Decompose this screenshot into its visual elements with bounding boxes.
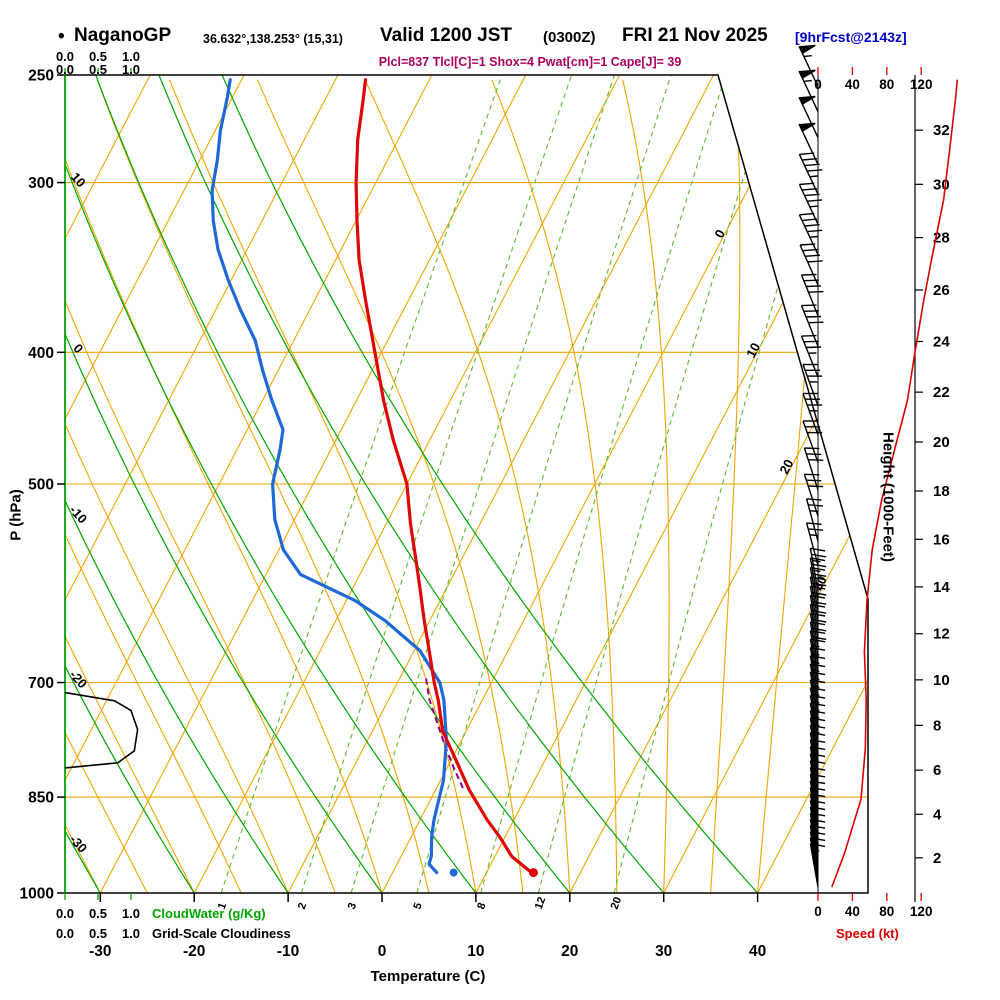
svg-text:10: 10 (467, 943, 484, 960)
svg-text:8: 8 (933, 717, 941, 734)
svg-text:1.0: 1.0 (122, 49, 140, 64)
svg-text:30: 30 (655, 943, 672, 960)
surface-temperature-dot (528, 868, 538, 878)
svg-text:0.5: 0.5 (89, 62, 107, 77)
speed-curve (831, 79, 959, 888)
valid-time: Valid 1200 JST (380, 25, 513, 46)
height-axis-label: Height (1000-Feet) (879, 431, 897, 563)
cloudiness-profile (64, 691, 139, 769)
forecast-tag: [9hrFcst@2143z] (795, 29, 907, 45)
svg-text:-30: -30 (89, 943, 111, 960)
svg-text:120: 120 (910, 904, 933, 919)
svg-text:20: 20 (609, 895, 624, 911)
wind-barbs (798, 44, 827, 888)
svg-text:500: 500 (28, 477, 54, 494)
svg-text:-10: -10 (277, 943, 299, 960)
svg-text:0.0: 0.0 (56, 906, 74, 921)
svg-text:0.5: 0.5 (89, 49, 107, 64)
svg-text:26: 26 (933, 282, 950, 299)
svg-text:850: 850 (28, 790, 54, 807)
dry-adiabats (65, 75, 759, 893)
svg-text:8: 8 (475, 901, 488, 911)
svg-text:0.5: 0.5 (89, 926, 107, 941)
svg-text:10: 10 (743, 340, 763, 360)
speed-axis-label: Speed (kt) (836, 926, 899, 941)
svg-text:12: 12 (933, 626, 950, 643)
svg-text:0: 0 (70, 341, 86, 356)
svg-text:-20: -20 (183, 943, 205, 960)
svg-text:0: 0 (378, 943, 387, 960)
surface-dewpoint-dot (449, 868, 458, 877)
svg-text:-10: -10 (66, 502, 90, 526)
svg-text:400: 400 (28, 345, 54, 362)
svg-text:0.0: 0.0 (56, 926, 74, 941)
station-name: NaganoGP (74, 25, 172, 46)
temperature-axis-label: Temperature (C) (370, 968, 486, 985)
svg-text:0.0: 0.0 (56, 62, 74, 77)
svg-text:20: 20 (561, 943, 578, 960)
svg-text:1: 1 (216, 901, 229, 911)
cloudwater-axis-label: CloudWater (g/Kg) (152, 906, 266, 921)
svg-text:3: 3 (346, 901, 359, 911)
isobars (65, 182, 868, 798)
svg-text:40: 40 (749, 943, 766, 960)
svg-text:4: 4 (933, 806, 942, 823)
zulu-time: (0300Z) (543, 29, 596, 46)
svg-text:1.0: 1.0 (122, 62, 140, 77)
svg-text:12: 12 (533, 895, 548, 911)
svg-text:10: 10 (68, 169, 89, 190)
svg-text:700: 700 (28, 675, 54, 692)
stability-params: Plcl=837 Tlcl[C]=1 Shox=4 Pwat[cm]=1 Cap… (378, 55, 682, 69)
temperature-curve (354, 78, 538, 878)
pressure-axis-label: P (hPa) (7, 489, 25, 541)
svg-text:24: 24 (933, 333, 950, 350)
svg-text:18: 18 (933, 483, 950, 500)
svg-text:10: 10 (933, 672, 950, 689)
svg-text:16: 16 (933, 531, 950, 548)
svg-text:1.0: 1.0 (122, 926, 140, 941)
svg-text:40: 40 (845, 904, 860, 919)
svg-text:300: 300 (28, 175, 54, 192)
svg-text:20: 20 (933, 434, 950, 451)
moist-adiabats (65, 79, 828, 893)
svg-text:0.5: 0.5 (89, 906, 107, 921)
svg-text:250: 250 (28, 68, 54, 85)
station-coords: 36.632°,138.253° (15,31) (203, 32, 343, 46)
title-bullet: • (58, 26, 65, 47)
svg-text:0: 0 (814, 77, 822, 92)
svg-text:0: 0 (814, 904, 822, 919)
svg-text:-20: -20 (66, 667, 90, 691)
cloudiness-curve (64, 691, 139, 769)
cloudiness-axis-label: Grid-Scale Cloudiness (152, 926, 291, 941)
svg-text:80: 80 (879, 77, 894, 92)
svg-text:1.0: 1.0 (122, 906, 140, 921)
svg-text:1000: 1000 (20, 886, 54, 903)
svg-text:20: 20 (776, 457, 796, 477)
svg-text:2: 2 (933, 850, 941, 867)
svg-text:30: 30 (933, 176, 950, 193)
svg-text:22: 22 (933, 384, 950, 401)
dewpoint-curve (210, 78, 458, 877)
svg-text:0.0: 0.0 (56, 49, 74, 64)
svg-text:80: 80 (879, 904, 894, 919)
svg-text:0: 0 (711, 227, 728, 240)
svg-text:14: 14 (933, 579, 950, 596)
svg-text:6: 6 (933, 762, 941, 779)
svg-text:2: 2 (296, 901, 309, 911)
svg-text:32: 32 (933, 122, 950, 139)
svg-text:120: 120 (910, 77, 933, 92)
svg-text:40: 40 (845, 77, 860, 92)
svg-text:5: 5 (411, 901, 424, 911)
valid-date: FRI 21 Nov 2025 (622, 25, 768, 46)
